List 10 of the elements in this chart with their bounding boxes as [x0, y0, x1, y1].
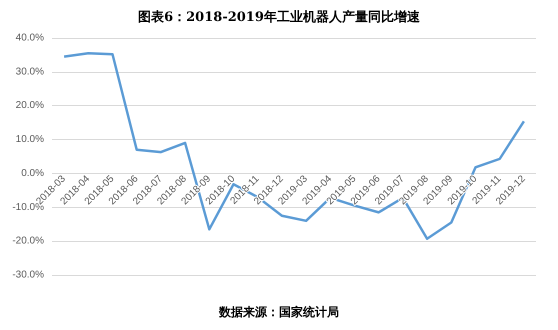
y-tick-label: -10.0%	[12, 202, 44, 213]
y-tick-label: 0.0%	[21, 168, 44, 179]
y-tick-label: 30.0%	[16, 66, 44, 78]
source-note: 数据来源：国家统计局	[218, 305, 339, 319]
chart-title: 图表6：2018-2019年工业机器人产量同比增速	[138, 9, 421, 25]
y-tick-label: -30.0%	[12, 270, 44, 280]
y-tick-label: -20.0%	[12, 236, 44, 247]
y-tick-label: 20.0%	[16, 100, 44, 112]
y-tick-label: 40.0%	[16, 32, 44, 44]
y-tick-label: 10.0%	[16, 134, 44, 146]
